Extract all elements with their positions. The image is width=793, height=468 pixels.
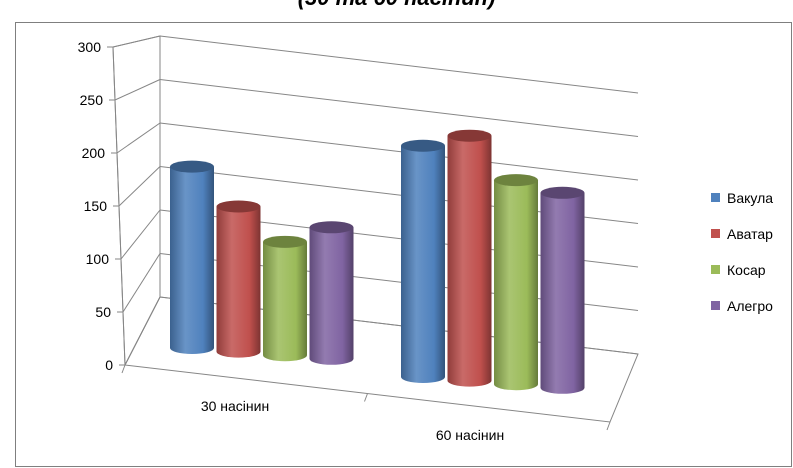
gridline-side [122,253,161,313]
bar-top [540,186,585,199]
y-axis-ticks: 0 50 100 150 200 250 300 [78,39,611,431]
bar-top [494,174,538,187]
bar-top [263,235,307,248]
gridline-side [124,296,161,366]
x-tick-label: 30 насінин [201,398,269,414]
legend-label: Алегро [727,298,773,314]
bar-body [216,206,261,358]
legend-item: Косар [711,262,766,278]
x-tick-mark [606,421,611,431]
legend-swatch [711,229,720,238]
legend-swatch [711,301,720,310]
legend: Вакула Аватар Косар Алегро [711,190,773,314]
y-axis-line [112,46,126,366]
y-tick-label: 50 [95,304,111,320]
gridline [159,35,639,94]
y-tick-label: 250 [80,92,104,108]
bar [216,200,261,358]
bar [263,235,307,362]
gridline [159,79,639,137]
bar [540,186,585,394]
chart-title: (30 та 60 насінин) [0,0,793,11]
bar-top [447,129,492,142]
x-tick-mark [121,364,126,374]
legend-item: Вакула [711,190,773,206]
bar-body [494,180,538,391]
bar-top [309,221,354,234]
gridline-side [116,122,161,154]
bar-body [263,241,307,362]
bar-top [216,200,261,213]
legend-swatch [711,193,720,202]
legend-label: Косар [727,262,766,278]
y-tick-label: 300 [78,39,102,55]
bar-top [170,160,214,173]
gridline-side [120,209,161,260]
bar [447,129,492,387]
bars [170,129,585,394]
gridline-side [118,166,161,207]
side-wall [112,35,161,367]
legend-swatch [711,265,720,274]
bar [309,221,354,365]
bar-body [170,166,214,354]
y-tick-label: 100 [86,251,110,267]
bar [170,160,214,354]
bar-body [401,145,445,383]
gridline-side [112,35,161,48]
y-tick-label: 200 [82,145,106,161]
bar [494,174,538,391]
bar-body [309,227,354,365]
bar-top [401,139,445,152]
bar-body [540,192,585,394]
x-tick-mark [364,393,368,402]
gridline [159,122,639,181]
legend-item: Алегро [711,298,773,314]
x-tick-label: 60 насінин [436,427,504,443]
legend-item: Аватар [711,226,773,242]
legend-label: Аватар [727,226,773,242]
y-tick-label: 150 [84,198,108,214]
y-tick-label: 0 [105,357,113,373]
legend-label: Вакула [727,190,773,206]
bar-body [447,135,492,387]
gridline-side [114,79,161,101]
x-axis-labels: 30 насінин 60 насінин [201,398,504,443]
bar [401,139,445,383]
